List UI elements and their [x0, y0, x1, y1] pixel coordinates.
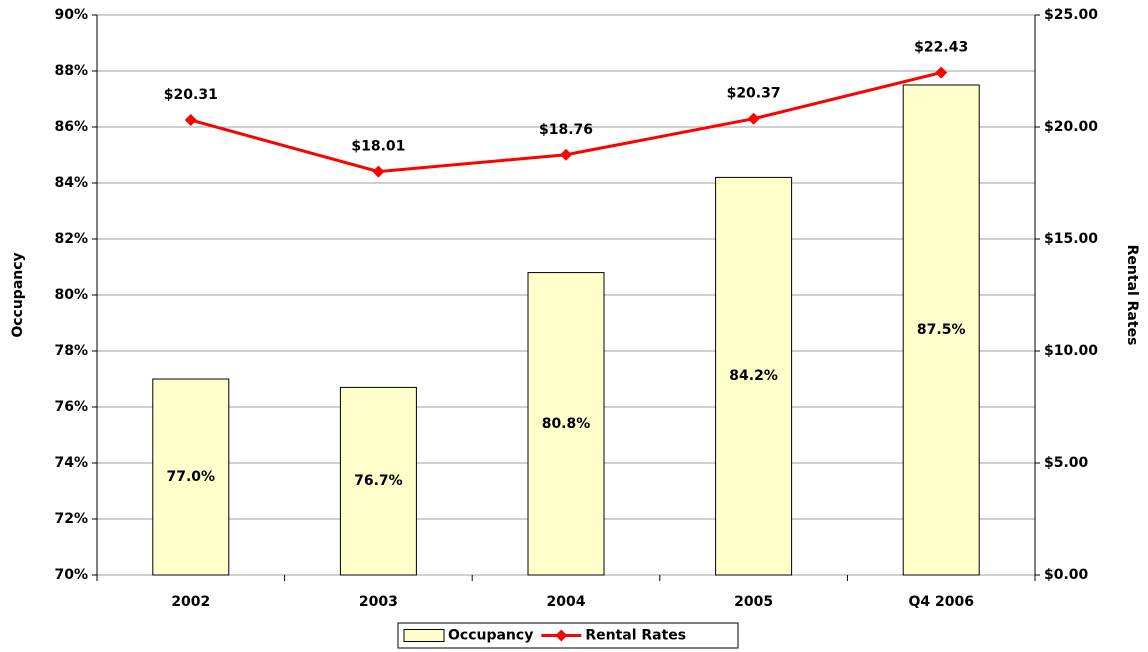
x-tick-label: 2003	[359, 594, 398, 610]
y-tick-label: 78%	[54, 343, 88, 359]
y-tick-label: 88%	[54, 63, 88, 79]
y-tick-label: 80%	[54, 287, 88, 303]
y-tick-label: 82%	[54, 231, 88, 247]
legend-label: Rental Rates	[585, 628, 686, 644]
bar	[339, 386, 417, 576]
line-marker	[935, 66, 948, 79]
y2-tick-label: $20.00	[1044, 119, 1098, 135]
bar-value-label: 84.2%	[729, 368, 778, 384]
bar-value-label: 76.7%	[354, 473, 403, 489]
bar	[902, 84, 980, 576]
y-tick-label: 86%	[54, 119, 88, 135]
line-value-label: $18.01	[351, 139, 405, 155]
x-tick-label: Q4 2006	[908, 594, 973, 610]
legend-swatch	[403, 629, 445, 642]
y2-tick-label: $0.00	[1044, 567, 1089, 583]
y2-tick-label: $10.00	[1044, 343, 1098, 359]
x-tick-label: 2002	[171, 594, 210, 610]
legend-marker	[555, 629, 568, 642]
legend-label: Occupancy	[448, 628, 533, 644]
line-value-label: $18.76	[539, 122, 593, 138]
line-value-label: $22.43	[914, 40, 968, 56]
bar	[527, 272, 605, 576]
line-marker	[747, 112, 760, 125]
line-value-label: $20.31	[164, 87, 218, 103]
bar-value-label: 77.0%	[167, 469, 216, 485]
y-tick-label: 70%	[54, 567, 88, 583]
y2-tick-label: $15.00	[1044, 231, 1098, 247]
y-tick-label: 90%	[54, 7, 88, 23]
y2-tick-label: $5.00	[1044, 455, 1089, 471]
y-tick-label: 72%	[54, 511, 88, 527]
bar-value-label: 80.8%	[542, 416, 591, 432]
line-marker	[560, 148, 572, 161]
bar-value-label: 87.5%	[917, 322, 966, 338]
y-tick-label: 76%	[54, 399, 88, 415]
line-value-label: $20.37	[727, 86, 781, 102]
y-tick-label: 74%	[54, 455, 88, 471]
legend: Occupancy Rental Rates	[397, 622, 739, 649]
y-tick-label: 84%	[54, 175, 88, 191]
y-axis-title: Occupancy	[10, 252, 26, 337]
bar	[715, 176, 793, 576]
line-marker	[184, 114, 197, 127]
bar	[152, 378, 230, 576]
x-tick-label: 2004	[547, 594, 586, 610]
y2-tick-label: $25.00	[1044, 7, 1098, 23]
line-marker	[372, 165, 385, 178]
x-tick-label: 2005	[734, 594, 773, 610]
y2-axis-title: Rental Rates	[1124, 245, 1140, 346]
